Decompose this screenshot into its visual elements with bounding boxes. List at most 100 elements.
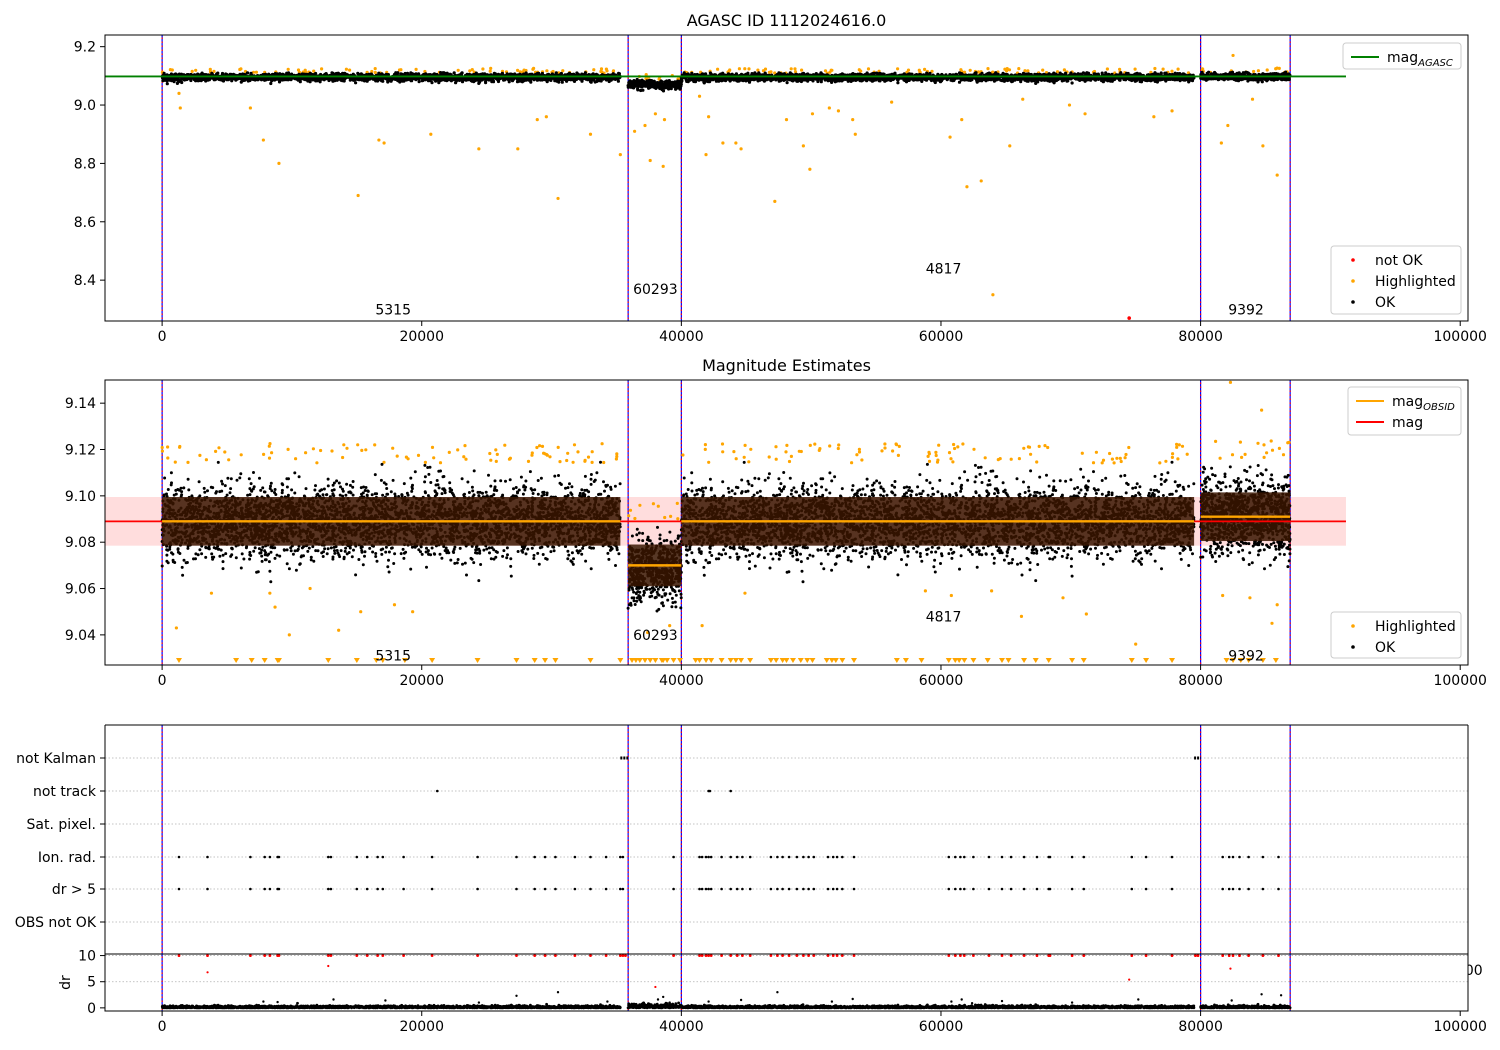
clipped-low-marker <box>670 658 677 663</box>
y-tick-label: 9.08 <box>65 535 96 551</box>
highlighted-point <box>273 605 277 609</box>
obsid-label: 9392 <box>1228 649 1264 665</box>
highlighted-point <box>743 591 747 595</box>
highlighted-point <box>1219 141 1223 145</box>
highlighted-point <box>979 179 983 183</box>
legend-label: OK <box>1375 295 1396 311</box>
clipped-low-marker <box>664 658 671 663</box>
clipped-low-marker <box>767 658 774 663</box>
highlighted-point <box>1134 642 1138 646</box>
clipped-low-marker <box>727 658 734 663</box>
clipped-low-marker <box>692 658 699 663</box>
highlighted-point <box>1270 621 1274 625</box>
dr-points <box>160 1001 1292 1010</box>
clipped-low-marker <box>652 658 659 663</box>
highlighted-point <box>707 115 711 119</box>
highlighted-point <box>174 626 178 630</box>
highlighted-point <box>801 144 805 148</box>
clipped-low-marker <box>617 658 624 663</box>
highlighted-point <box>377 138 381 142</box>
highlighted-point <box>308 586 312 591</box>
flag-category-label: Sat. pixel. <box>27 817 96 833</box>
clipped-low-marker <box>632 658 639 663</box>
clipped-low-marker <box>353 658 360 663</box>
legend-label: Highlighted <box>1375 619 1456 635</box>
highlighted-point <box>836 109 841 113</box>
highlighted-point <box>618 153 622 157</box>
highlighted-point <box>704 153 708 157</box>
clipped-low-marker <box>797 658 804 663</box>
highlighted-point <box>1221 593 1225 598</box>
clipped-low-marker <box>647 658 654 663</box>
highlighted-point <box>1067 103 1072 107</box>
flag-category-label: Ion. rad. <box>38 850 96 866</box>
dr-red-point <box>206 971 209 974</box>
clipped-low-marker <box>1259 658 1266 663</box>
highlighted-point <box>535 118 539 122</box>
clipped-low-marker <box>513 658 520 663</box>
x-tick-label: 40000 <box>659 1019 704 1035</box>
highlighted-point <box>588 132 593 136</box>
y-tick-label: 0 <box>87 1001 96 1017</box>
highlighted-point <box>1228 380 1233 384</box>
highlighted-point <box>178 106 182 110</box>
obsid-label: 60293 <box>633 628 678 644</box>
highlighted-point <box>1084 612 1088 616</box>
clipped-low-marker <box>809 658 816 663</box>
highlighted-point <box>544 115 548 119</box>
highlighted-point <box>268 591 272 595</box>
highlighted-point <box>1021 97 1025 101</box>
clipped-low-marker <box>642 658 649 663</box>
highlighted-point <box>653 112 657 116</box>
clipped-low-marker <box>1237 658 1244 663</box>
highlighted-points <box>160 439 1291 521</box>
legend-box <box>1342 42 1462 70</box>
clipped-low-marker <box>732 658 739 663</box>
y-tick-label: 9.12 <box>65 443 96 459</box>
clipped-low-marker <box>677 658 684 663</box>
legend-label: mag <box>1392 415 1423 431</box>
legend-marker-swatch <box>1351 624 1355 628</box>
panel-dr: 0 20000 40000 60000 80000 100000 0 5 10 dr 100000 <box>58 949 1487 1035</box>
highlighted-point <box>382 141 386 145</box>
highlighted-point <box>662 118 667 122</box>
flag-category-label: OBS not OK <box>15 915 97 931</box>
legend-label-subscript: AGASC <box>1417 58 1453 69</box>
highlighted-point <box>965 185 969 189</box>
legend-marker-swatch <box>1351 258 1355 262</box>
y-tick-label: 9.0 <box>74 98 96 114</box>
panel-title: AGASC ID 1112024616.0 <box>687 11 887 30</box>
y-tick-label: 10 <box>78 949 96 965</box>
x-tick-label: 40000 <box>659 673 704 689</box>
clipped-low-marker <box>902 658 909 663</box>
clipped-low-marker <box>1005 658 1012 663</box>
highlighted-point <box>287 633 291 637</box>
x-tick-label: 80000 <box>1178 673 1223 689</box>
clipped-low-marker <box>660 658 667 663</box>
highlighted-point <box>1008 144 1012 148</box>
highlighted-point <box>697 94 702 98</box>
highlighted-point <box>177 91 181 95</box>
clipped-low-marker <box>1169 658 1176 663</box>
clipped-low-marker <box>531 658 538 663</box>
panel-magnitude-estimates: Magnitude Estimates 5315 60293 4817 9392 0 200… <box>65 356 1487 689</box>
highlighted-point <box>209 591 214 595</box>
clipped-low-marker <box>945 658 952 663</box>
highlighted-point <box>991 293 995 297</box>
clipped-low-marker <box>738 658 745 663</box>
clipped-low-marker <box>823 658 830 663</box>
not-ok-point <box>1127 316 1131 320</box>
x-tick-label: 60000 <box>919 329 964 345</box>
clipped-low-marker <box>636 658 643 663</box>
panel-agasc-mag: AGASC ID 1112024616.0 5315 60293 4817 9392 0 2… <box>74 11 1487 345</box>
highlighted-point <box>556 196 560 201</box>
highlighted-point <box>923 589 927 593</box>
clipped-low-marker <box>552 658 559 663</box>
dr-red-point <box>1128 978 1131 981</box>
clipped-low-marker <box>1021 658 1028 663</box>
highlighted-point <box>648 158 652 163</box>
x-tick-label: 20000 <box>399 673 444 689</box>
highlighted-point <box>734 141 738 145</box>
clipped-low-marker <box>1143 658 1150 663</box>
